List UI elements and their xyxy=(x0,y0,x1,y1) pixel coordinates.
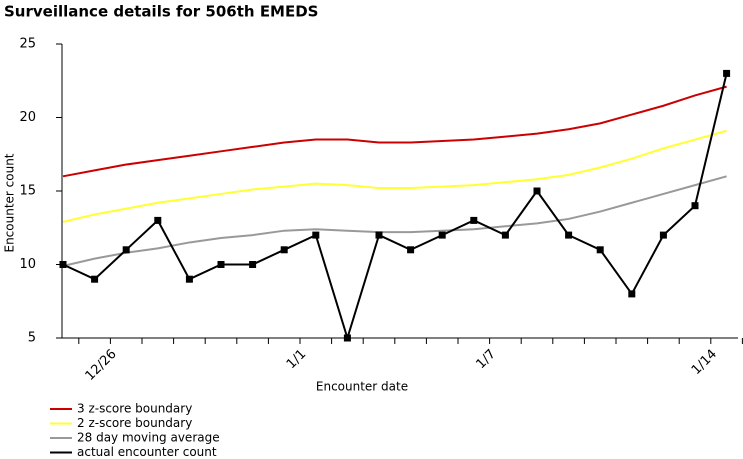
point xyxy=(249,261,257,268)
legend-label: 28 day moving average xyxy=(77,431,220,445)
y-tick-label: 10 xyxy=(19,257,36,272)
x-axis-label: Encounter date xyxy=(316,380,408,394)
series-line xyxy=(62,129,727,223)
point xyxy=(659,231,667,239)
y-axis-label: Encounter count xyxy=(3,153,17,252)
series-line xyxy=(62,175,727,267)
y-tick-label: 25 xyxy=(19,37,36,52)
point xyxy=(185,275,193,283)
point xyxy=(470,216,478,224)
point xyxy=(533,187,541,195)
y-tick-label: 20 xyxy=(19,110,36,125)
point xyxy=(154,216,162,224)
y-tick-label: 5 xyxy=(28,331,36,346)
point xyxy=(91,275,99,283)
point xyxy=(217,261,225,268)
chart-title: Surveillance details for 506th EMEDS xyxy=(4,3,319,21)
point xyxy=(343,334,351,342)
x-tick-label: 1/1 xyxy=(284,347,309,372)
point xyxy=(312,231,320,239)
point xyxy=(280,246,288,254)
point xyxy=(59,261,67,268)
series-line xyxy=(62,73,728,342)
point xyxy=(122,246,130,254)
point xyxy=(407,246,415,254)
point xyxy=(723,69,731,77)
legend-label: 2 z-score boundary xyxy=(77,416,192,430)
y-tick-label: 15 xyxy=(19,184,36,199)
point xyxy=(375,231,383,239)
point xyxy=(438,231,446,239)
point xyxy=(565,231,573,239)
x-tick-label: 12/26 xyxy=(83,347,120,384)
legend-label: actual encounter count xyxy=(77,445,217,459)
x-tick-label: 1/14 xyxy=(689,347,720,378)
point xyxy=(691,202,699,210)
point xyxy=(596,246,604,254)
series-line xyxy=(62,85,727,178)
point xyxy=(628,290,636,298)
x-tick-label: 1/7 xyxy=(474,347,499,372)
point xyxy=(501,231,509,239)
legend-label: 3 z-score boundary xyxy=(77,402,192,416)
